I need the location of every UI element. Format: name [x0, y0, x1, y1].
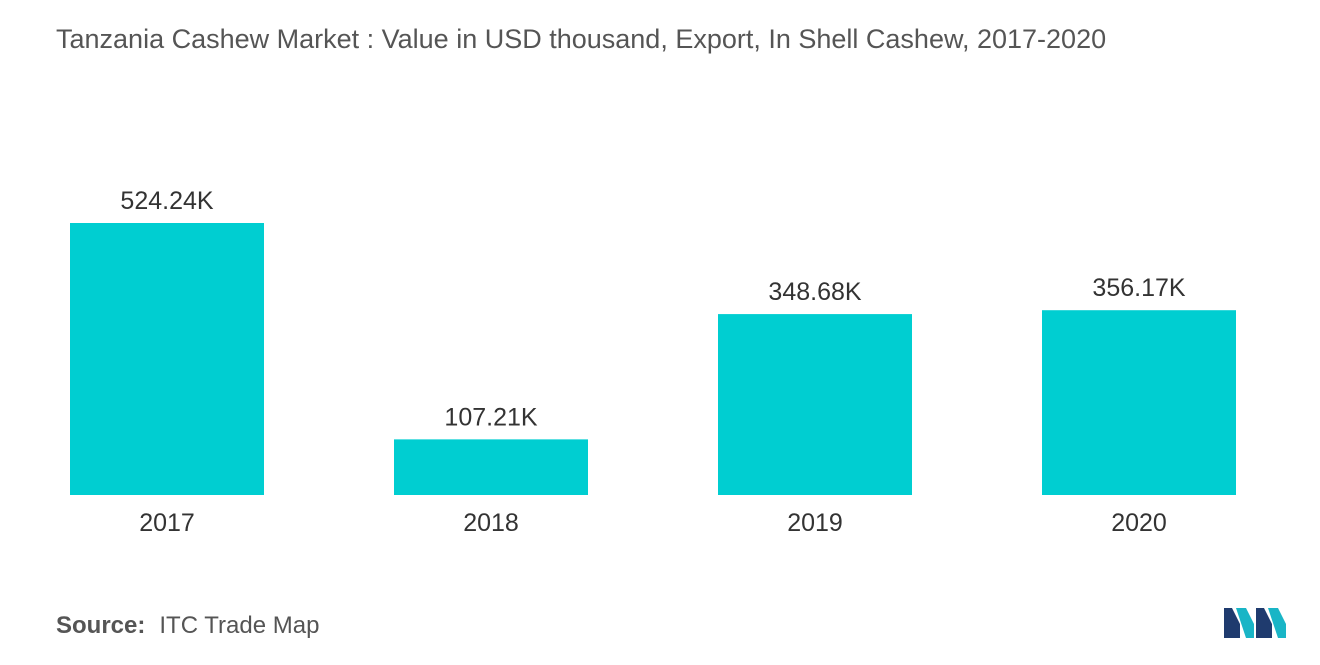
- data-label-2017: 524.24K: [120, 187, 213, 215]
- data-label-2018: 107.21K: [444, 403, 537, 431]
- source-label: Source:: [56, 612, 146, 639]
- x-tick-label-2017: 2017: [139, 509, 195, 537]
- chart-title: Tanzania Cashew Market : Value in USD th…: [56, 24, 1107, 54]
- brand-logo-icon: [1224, 608, 1286, 638]
- x-tick-label-2020: 2020: [1111, 509, 1167, 537]
- bar-2017: [70, 223, 264, 495]
- bar-chart: 524.24K 2017 107.21K 2018 348.68K 2019 356.17K…: [70, 187, 1236, 537]
- x-tick-label-2018: 2018: [463, 509, 519, 537]
- data-label-2019: 348.68K: [768, 278, 861, 306]
- bar-2020: [1042, 310, 1236, 495]
- source-value: ITC Trade Map: [159, 612, 320, 639]
- source-note: Source: ITC Trade Map: [56, 612, 319, 640]
- bar-2019: [718, 314, 912, 495]
- bar-2018: [394, 439, 588, 495]
- data-label-2020: 356.17K: [1092, 274, 1185, 302]
- x-tick-label-2019: 2019: [787, 509, 843, 537]
